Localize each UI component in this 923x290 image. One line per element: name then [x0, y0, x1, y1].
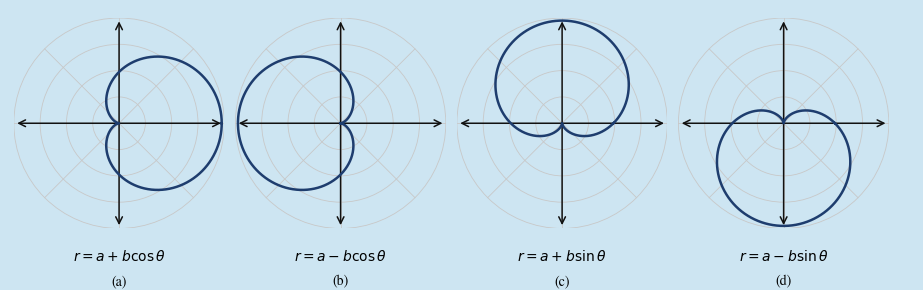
- Text: $r = a + b\sin\theta$: $r = a + b\sin\theta$: [518, 249, 606, 264]
- Text: (a): (a): [112, 275, 126, 288]
- Text: $r = a + b\cos\theta$: $r = a + b\cos\theta$: [73, 249, 165, 264]
- Text: $r = a - b\sin\theta$: $r = a - b\sin\theta$: [739, 249, 828, 264]
- Text: (c): (c): [555, 275, 569, 288]
- Text: $r = a - b\cos\theta$: $r = a - b\cos\theta$: [294, 249, 387, 264]
- Text: (b): (b): [332, 275, 349, 288]
- Text: (d): (d): [775, 275, 792, 288]
